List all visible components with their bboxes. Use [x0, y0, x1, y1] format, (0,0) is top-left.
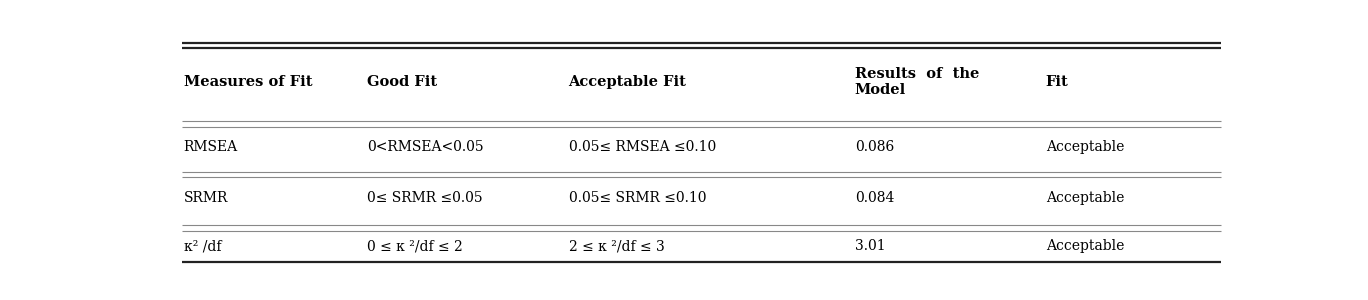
Text: 0.05≤ SRMR ≤0.10: 0.05≤ SRMR ≤0.10	[569, 191, 706, 205]
Text: SRMR: SRMR	[183, 191, 228, 205]
Text: 0.05≤ RMSEA ≤0.10: 0.05≤ RMSEA ≤0.10	[569, 140, 715, 154]
Text: Acceptable: Acceptable	[1045, 140, 1124, 154]
Text: Results  of  the
Model: Results of the Model	[855, 67, 979, 97]
Text: 0≤ SRMR ≤0.05: 0≤ SRMR ≤0.05	[367, 191, 483, 205]
Text: Good Fit: Good Fit	[367, 75, 438, 89]
Text: 0 ≤ κ ²/df ≤ 2: 0 ≤ κ ²/df ≤ 2	[367, 239, 462, 253]
Text: Acceptable: Acceptable	[1045, 239, 1124, 253]
Text: 0.084: 0.084	[855, 191, 895, 205]
Text: 0<RMSEA<0.05: 0<RMSEA<0.05	[367, 140, 484, 154]
Text: 2 ≤ κ ²/df ≤ 3: 2 ≤ κ ²/df ≤ 3	[569, 239, 665, 253]
Text: Acceptable: Acceptable	[1045, 191, 1124, 205]
Text: 0.086: 0.086	[855, 140, 895, 154]
Text: Acceptable Fit: Acceptable Fit	[569, 75, 687, 89]
Text: 3.01: 3.01	[855, 239, 885, 253]
Text: κ² /df: κ² /df	[183, 239, 222, 253]
Text: RMSEA: RMSEA	[183, 140, 238, 154]
Text: Measures of Fit: Measures of Fit	[183, 75, 312, 89]
Text: Fit: Fit	[1045, 75, 1068, 89]
